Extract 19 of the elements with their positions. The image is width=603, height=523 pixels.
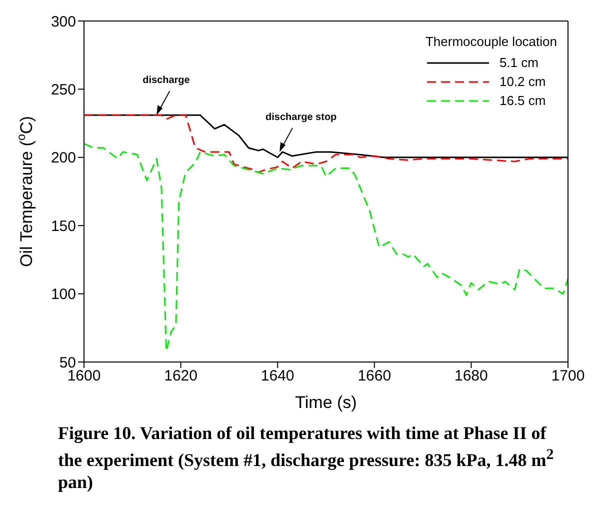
x-tick-label: 1700 bbox=[551, 368, 585, 385]
y-tick-label: 200 bbox=[50, 150, 76, 167]
annotation: discharge stop bbox=[266, 112, 337, 123]
legend-label: 16.5 cm bbox=[499, 93, 546, 108]
y-tick-label: 250 bbox=[50, 82, 76, 99]
x-tick-label: 1660 bbox=[358, 368, 392, 385]
x-tick-label: 1640 bbox=[260, 368, 294, 385]
y-tick-label: 300 bbox=[50, 13, 76, 30]
line-series bbox=[84, 143, 568, 352]
x-tick-label: 1620 bbox=[164, 368, 198, 385]
legend-title: Thermocouple location bbox=[425, 34, 557, 49]
annotation: discharge bbox=[142, 75, 190, 86]
legend-label: 10.2 cm bbox=[499, 74, 546, 89]
text: Figure 10. Variation of oil temperatures with time at Phase II of the experiment (System #1, discharge pressure: 835 kPa, 1.48 m$^{2}$ pan) bbox=[58, 423, 554, 492]
y-tick-label: 150 bbox=[50, 218, 76, 235]
x-tick-label: 1680 bbox=[454, 368, 488, 385]
x-axis-title: Time (s) bbox=[295, 393, 357, 412]
legend-label: 5.1 cm bbox=[499, 55, 538, 70]
y-tick-label: 100 bbox=[50, 286, 76, 304]
